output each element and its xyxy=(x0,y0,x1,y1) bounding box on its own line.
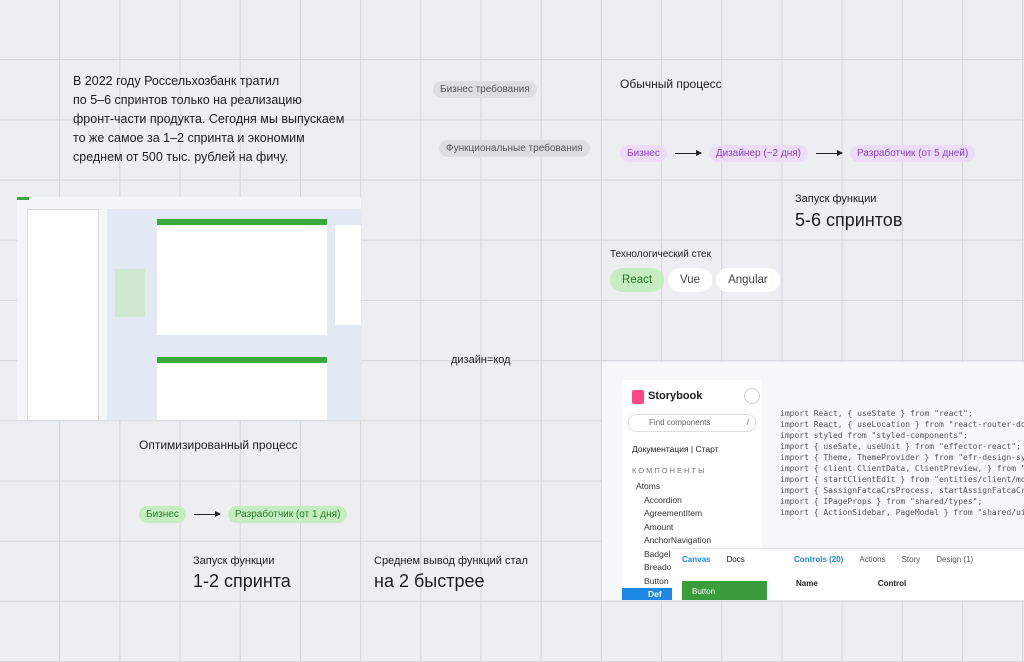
code-line: import React, { useState } from "react"; xyxy=(780,409,973,418)
tree-item: Breado xyxy=(644,562,672,572)
process-flow: Бизнес Разработчик (от 1 дня) xyxy=(139,506,348,523)
tech-pill[interactable]: Angular xyxy=(716,268,780,292)
panel-tabs: Controls (20) Actions Story Design (1) xyxy=(794,555,973,564)
step: Дизайнер (~2 дня) xyxy=(708,145,808,162)
section-title: Обычный процесс xyxy=(620,77,722,91)
storybook-window: Storybook Find components / Документация … xyxy=(602,362,1024,600)
tab: Controls (20) xyxy=(794,555,844,564)
code-line: import { SassignFatcaCrsProcess, startAs… xyxy=(780,486,1024,495)
arrow xyxy=(193,511,221,517)
step: Бизнес xyxy=(620,145,667,162)
arrow xyxy=(815,150,843,156)
column-head: Name xyxy=(796,579,818,588)
search[interactable]: Find components / xyxy=(628,414,756,432)
code-line: import { IPageProps } from "shared/types… xyxy=(780,497,983,506)
code-line: import { Theme, ThemeProvider } from "ef… xyxy=(780,453,1024,462)
metric-value: на 2 быстрее xyxy=(374,571,485,591)
pill: Бизнес требования xyxy=(433,81,537,98)
section-title: Оптимизированный процесс xyxy=(139,438,298,452)
tech-pill[interactable]: React xyxy=(610,268,665,292)
intro-text: В 2022 году Россельхозбанк тратил по 5–6 … xyxy=(73,72,344,167)
tree-item: Button xyxy=(644,575,669,586)
tree-item: AnchorNavigation xyxy=(644,535,712,545)
arrow xyxy=(674,150,702,156)
code-line: import React, { useLocation } from "reac… xyxy=(780,420,1024,429)
pill: Функциональные требования xyxy=(439,140,590,157)
tree-item: Badgel xyxy=(644,548,671,559)
text-line: В 2022 году Россельхозбанк тратил xyxy=(73,74,280,88)
section-title: Технологический стек xyxy=(610,249,711,260)
tab: Canvas xyxy=(682,555,711,564)
code-line: import { useSate, useUnit } from "effect… xyxy=(780,442,1021,451)
addon-panel: Canvas Docs Button Controls (20) Actions St… xyxy=(672,548,1024,600)
code-line: import { startClientEdit } from "entitie… xyxy=(780,475,1024,484)
tree-item: Amount xyxy=(644,521,674,532)
code: import React, { useState } from "react";… xyxy=(780,408,1024,518)
metric-label: Запуск функции xyxy=(193,555,275,567)
motto: дизайн=код xyxy=(451,354,511,366)
tech-stack: React Vue Angular xyxy=(610,268,780,292)
docs-link[interactable]: Документация | Старт xyxy=(632,444,719,454)
step: Бизнес xyxy=(139,506,186,523)
search-placeholder: Find components xyxy=(649,418,711,427)
tab: Docs xyxy=(726,555,745,564)
text-line: среднем от 500 тыс. рублей на фичу. xyxy=(73,150,289,164)
step: Разработчик (от 1 дня) xyxy=(227,506,348,523)
tree-item: Accordion xyxy=(644,494,682,505)
metric-value: 5-6 спринтов xyxy=(795,210,903,230)
tree-item: Atoms xyxy=(636,481,661,491)
shortcut: / xyxy=(746,418,749,427)
preview-button[interactable]: Button xyxy=(682,581,767,600)
text-line: то же самое за 1–2 спринта и экономим xyxy=(73,131,305,145)
tab: Story xyxy=(901,555,921,564)
text-line: фронт-части продукта. Сегодня мы выпуска… xyxy=(73,112,345,126)
code-line: import { ActionSidebar, PageModal } from… xyxy=(780,508,1024,517)
tab: Actions xyxy=(859,555,886,564)
text-line: по 5–6 спринтов только на реализацию xyxy=(73,93,302,107)
step: Разработчик (от 5 дней) xyxy=(849,145,976,162)
table-head: Name Control xyxy=(796,579,906,588)
canvas-tabs: Canvas Docs xyxy=(682,555,745,564)
process-flow: Бизнес Дизайнер (~2 дня) Разработчик (от 5… xyxy=(620,145,976,162)
logo: Storybook xyxy=(648,390,703,402)
column-head: Control xyxy=(877,579,907,588)
section: КОМПОНЕНТЫ xyxy=(632,466,707,475)
code-line: import styled from "styled-components"; xyxy=(780,431,968,440)
tech-pill[interactable]: Vue xyxy=(668,268,713,292)
code-line: import { client ClientData, ClientPrevie… xyxy=(780,464,1024,473)
tab: Design (1) xyxy=(936,555,974,564)
metric-label: Запуск функции xyxy=(795,193,877,205)
requirements: Бизнес требования Функциональные требован… xyxy=(433,81,590,157)
metric-label: Среднем вывод функций стал xyxy=(374,555,528,567)
metric-value: 1-2 спринта xyxy=(193,571,291,591)
tree-item: AgreementItem xyxy=(644,508,703,518)
screenshot-thumbnail xyxy=(17,197,361,420)
